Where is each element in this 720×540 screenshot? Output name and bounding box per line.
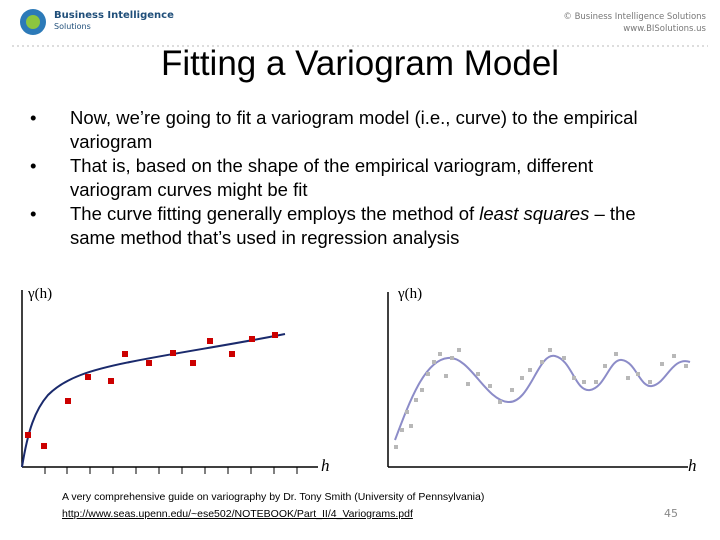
x-axis-label: h bbox=[688, 456, 697, 475]
bullet-text: – the same method that’s used in regress… bbox=[70, 203, 636, 248]
logo-name: Business Intelligence bbox=[54, 10, 174, 21]
copyright: © Business Intelligence Solutions bbox=[563, 12, 706, 22]
bullet-list: Now, we’re going to fit a variogram mode… bbox=[28, 106, 668, 250]
citation: A very comprehensive guide on variograph… bbox=[62, 491, 485, 503]
logo-icon bbox=[26, 15, 40, 29]
page-number: 45 bbox=[664, 507, 678, 520]
reference-link[interactable]: http://www.seas.upenn.edu/~ese502/NOTEBO… bbox=[62, 508, 413, 520]
x-axis-label: h bbox=[321, 456, 330, 475]
site-url: www.BISolutions.us bbox=[623, 24, 706, 34]
y-axis-label: γ(h) bbox=[398, 286, 423, 302]
bullet: That is, based on the shape of the empir… bbox=[28, 154, 668, 202]
left-plot bbox=[21, 290, 318, 474]
bullet-emphasis: least squares bbox=[479, 203, 590, 224]
bullet: Now, we’re going to fit a variogram mode… bbox=[28, 106, 668, 154]
bullet: The curve fitting generally employs the … bbox=[28, 202, 668, 250]
logo-sub: Solutions bbox=[54, 22, 91, 31]
bullet-text: The curve fitting generally employs the … bbox=[70, 203, 480, 224]
y-axis-label: γ(h) bbox=[28, 286, 53, 302]
bullet-text: Now, we’re going to fit a variogram mode… bbox=[70, 107, 638, 152]
right-plot bbox=[387, 292, 691, 468]
bullet-text: That is, based on the shape of the empir… bbox=[70, 155, 594, 200]
slide-title: Fitting a Variogram Model bbox=[160, 44, 560, 83]
